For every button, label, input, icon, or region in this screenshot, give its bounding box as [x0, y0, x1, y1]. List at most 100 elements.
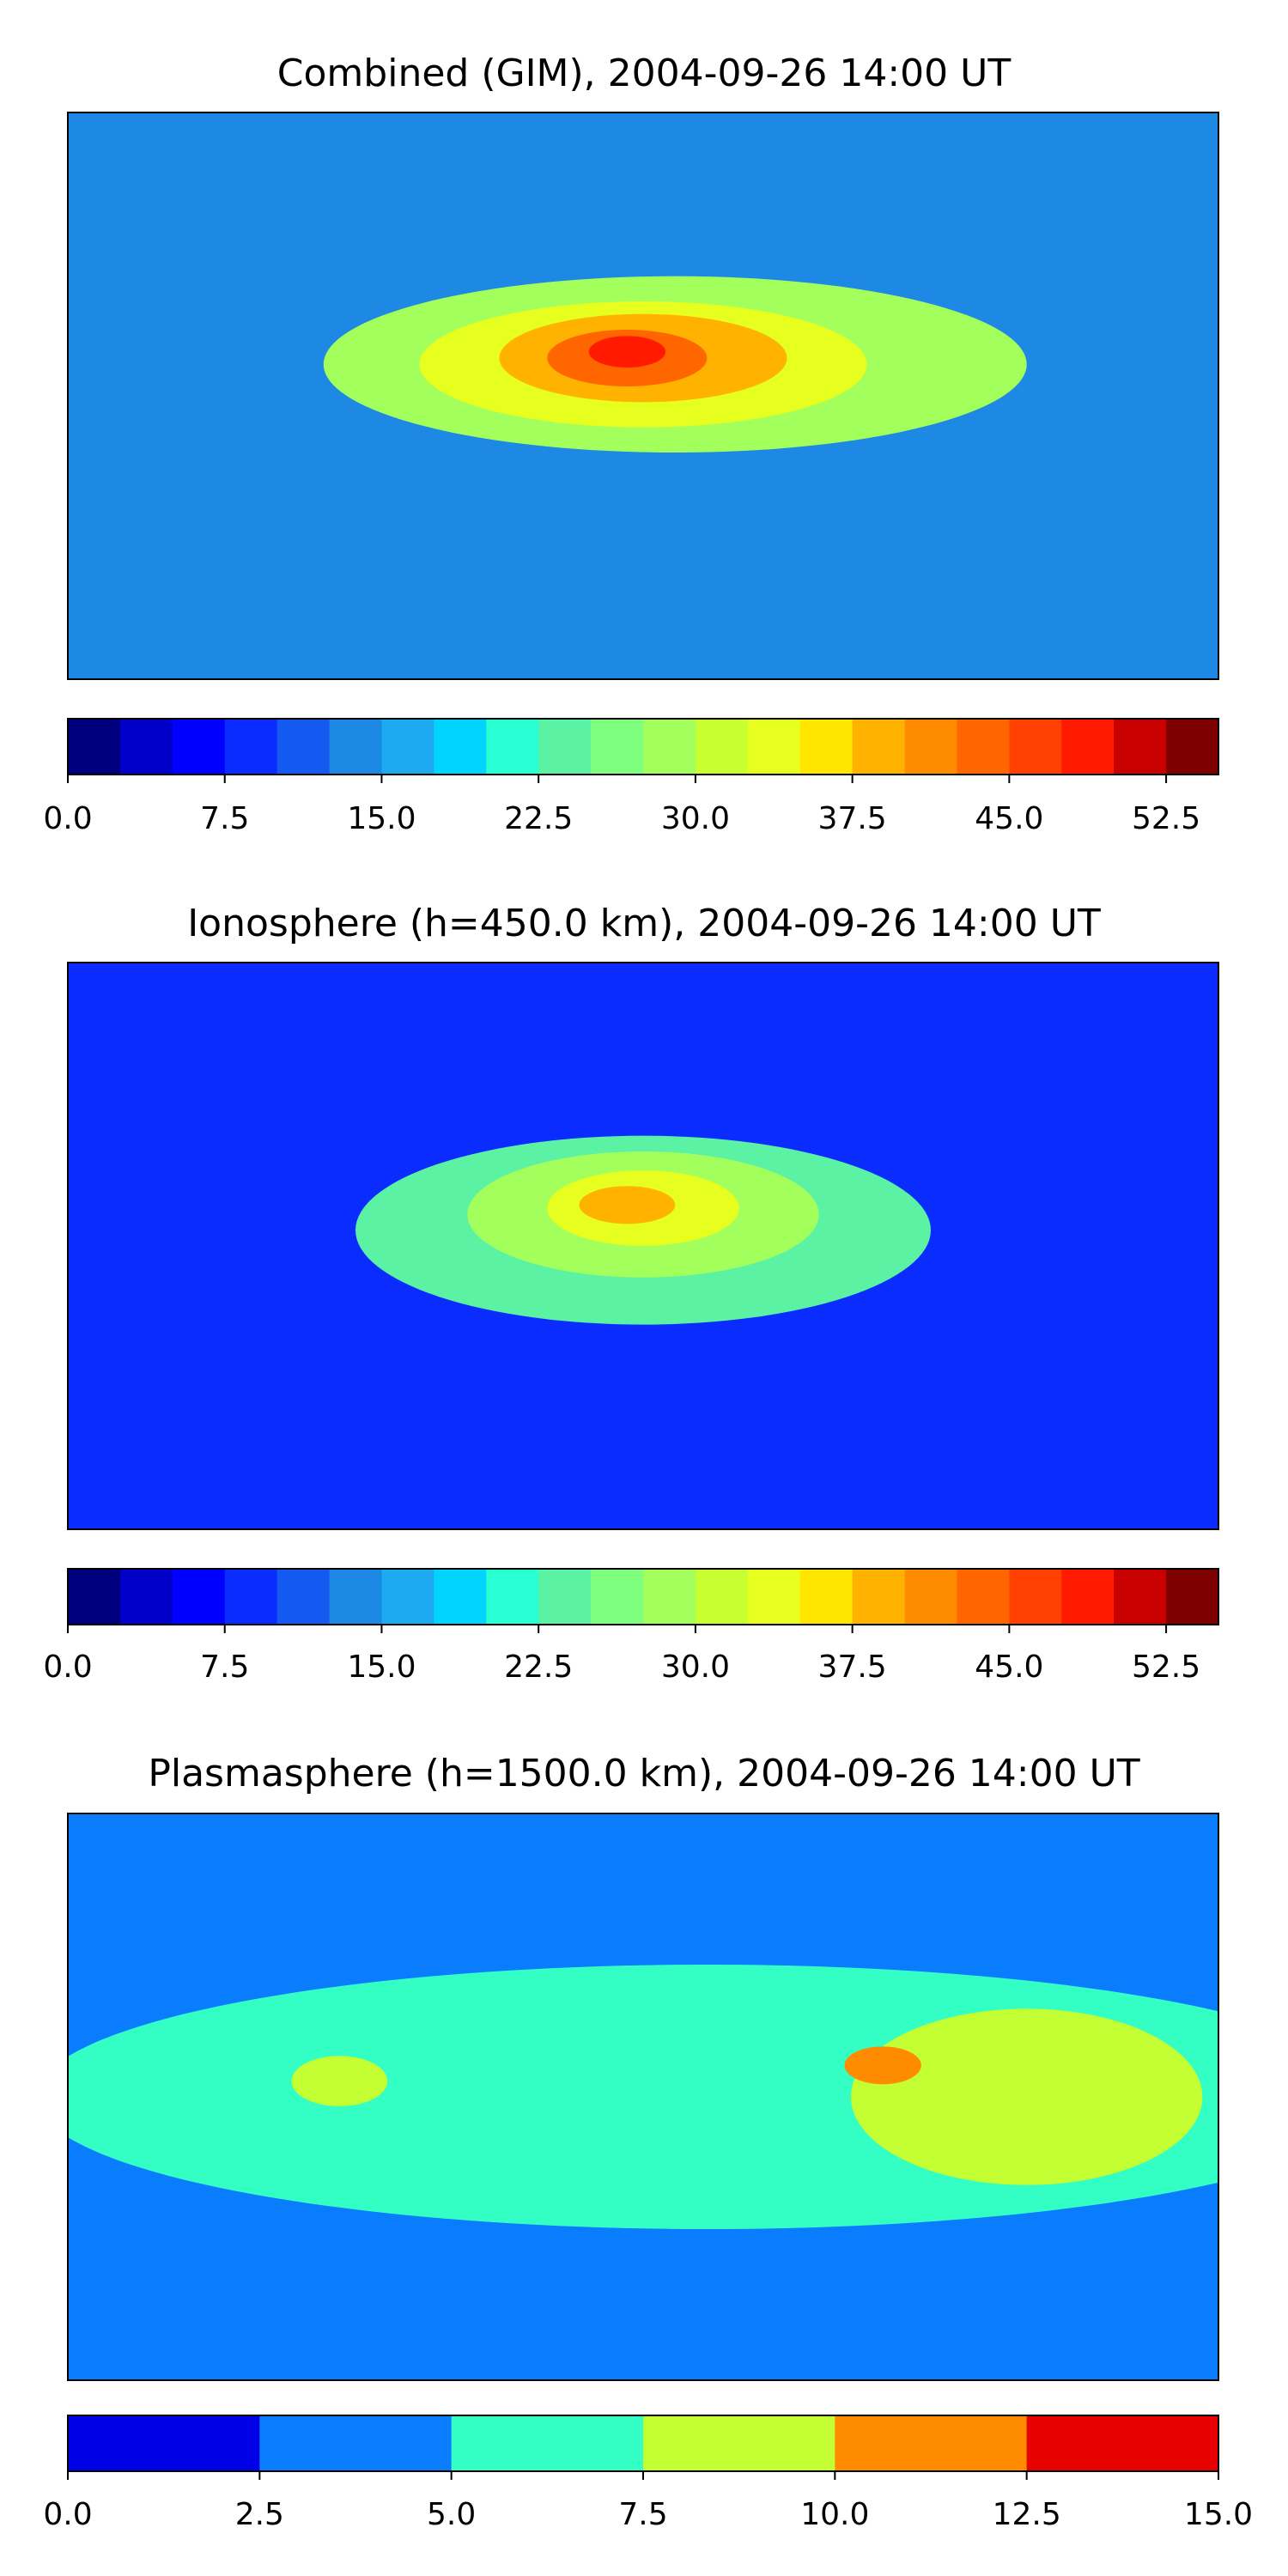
- colorbar: 0.0 2.5 5.0 7.5 10.0 12.5 15.0: [43, 2415, 1253, 2532]
- colorbar-bin: [486, 1569, 539, 1625]
- colorbar-tick-label: 12.5: [993, 2497, 1061, 2532]
- colorbar-ticks: 0.0 2.5 5.0 7.5 10.0 12.5 15.0: [43, 2471, 1253, 2532]
- contour-region-2: [291, 2056, 388, 2107]
- colorbar-bin: [1114, 1569, 1167, 1625]
- colorbar-bin: [904, 719, 958, 775]
- colorbar-tick-label: 30.0: [661, 1649, 730, 1685]
- colorbar-bin: [695, 1569, 749, 1625]
- colorbar-bin: [904, 1569, 958, 1625]
- colorbar-bin: [591, 719, 644, 775]
- colorbar-bin: [747, 1569, 801, 1625]
- colorbar-bin: [329, 719, 383, 775]
- colorbar-bin: [434, 719, 487, 775]
- colorbar-tick-label: 5.0: [427, 2497, 476, 2532]
- map-border: [67, 1813, 1219, 2381]
- colorbar-tick-label: 22.5: [504, 801, 573, 836]
- colorbar-bin: [486, 719, 539, 775]
- colorbar-ticks: 0.0 7.5 15.0 22.5 30.0 37.5 45.0 52.5: [43, 775, 1200, 836]
- colorbar-bin: [799, 1569, 854, 1625]
- colorbar-bin: [172, 719, 226, 775]
- colorbar: 0.0 7.5 15.0 22.5 30.0 37.5 45.0 52.5: [43, 1568, 1219, 1685]
- colorbar-bin: [1114, 719, 1167, 775]
- colorbar-bin: [1009, 719, 1062, 775]
- colorbar-bin: [172, 1569, 226, 1625]
- colorbar-bins: [68, 2415, 1219, 2471]
- colorbar-bin: [259, 2415, 453, 2471]
- colorbar-tick-label: 45.0: [975, 801, 1043, 836]
- colorbar-bin: [538, 1569, 592, 1625]
- colorbar-bin: [799, 719, 854, 775]
- colorbar-tick-label: 2.5: [235, 2497, 284, 2532]
- colorbar-bin: [835, 2415, 1028, 2471]
- contour-region-4: [588, 336, 666, 368]
- colorbar-bin: [276, 719, 331, 775]
- colorbar-tick-label: 52.5: [1132, 1649, 1200, 1685]
- colorbar-tick-label: 22.5: [504, 1649, 573, 1685]
- colorbar-border: [67, 1568, 1219, 1625]
- panel-plasmasphere: Plasmasphere (h=1500.0 km), 2004-09-26 1…: [43, 1752, 1253, 2532]
- colorbar-bin: [591, 1569, 644, 1625]
- colorbar-bin: [1166, 1569, 1219, 1625]
- chart-title: Ionosphere (h=450.0 km), 2004-09-26 14:0…: [187, 902, 1101, 945]
- colorbar-tick-label: 45.0: [975, 1649, 1043, 1685]
- colorbar-bin: [381, 1569, 434, 1625]
- colorbar-tick-label: 0.0: [43, 2497, 92, 2532]
- colorbar-bin: [68, 1569, 121, 1625]
- colorbar-tick-label: 30.0: [661, 801, 730, 836]
- colorbar-tick-label: 0.0: [43, 1649, 92, 1685]
- colorbar-bin: [695, 719, 749, 775]
- colorbar-bin: [643, 2415, 835, 2471]
- colorbar-tick-label: 7.5: [200, 801, 249, 836]
- colorbar-tick-label: 7.5: [618, 2497, 667, 2532]
- colorbar-bin: [538, 719, 592, 775]
- colorbar-bin: [1061, 719, 1115, 775]
- colorbar-border: [67, 718, 1219, 775]
- colorbar-bin: [224, 1569, 278, 1625]
- colorbar-bin: [68, 719, 121, 775]
- colorbar-bin: [276, 1569, 331, 1625]
- colorbar-bins: [68, 719, 1219, 775]
- colorbar-tick-label: 10.0: [800, 2497, 869, 2532]
- colorbar-bin: [68, 2415, 260, 2471]
- heatmap-field: [68, 963, 1218, 1529]
- map-border: [67, 112, 1219, 680]
- colorbar-bin: [643, 719, 696, 775]
- colorbar-bin: [957, 719, 1010, 775]
- colorbar-bin: [451, 2415, 644, 2471]
- colorbar-bin: [119, 719, 173, 775]
- heatmap-field: [68, 112, 1218, 679]
- colorbar-bin: [381, 719, 434, 775]
- colorbar: 0.0 7.5 15.0 22.5 30.0 37.5 45.0 52.5: [43, 718, 1219, 836]
- colorbar-bin: [957, 1569, 1010, 1625]
- colorbar-bin: [224, 719, 278, 775]
- colorbar-bin: [747, 719, 801, 775]
- chart-title: Plasmasphere (h=1500.0 km), 2004-09-26 1…: [148, 1752, 1139, 1795]
- map-area: [67, 112, 1219, 680]
- colorbar-tick-label: 15.0: [1184, 2497, 1253, 2532]
- colorbar-bin: [119, 1569, 173, 1625]
- colorbar-bin: [1166, 719, 1219, 775]
- colorbar-ticks: 0.0 7.5 15.0 22.5 30.0 37.5 45.0 52.5: [43, 1625, 1200, 1685]
- colorbar-tick-label: 52.5: [1132, 801, 1200, 836]
- map-border: [67, 962, 1219, 1530]
- panel-ionosphere: Ionosphere (h=450.0 km), 2004-09-26 14:0…: [43, 902, 1219, 1685]
- colorbar-bin: [852, 1569, 906, 1625]
- colorbar-bin: [1061, 1569, 1115, 1625]
- colorbar-bin: [852, 719, 906, 775]
- map-area: [67, 962, 1219, 1530]
- contour-region-3: [579, 1186, 676, 1224]
- colorbar-tick-label: 15.0: [347, 1649, 416, 1685]
- colorbar-bin: [434, 1569, 487, 1625]
- colorbar-tick-label: 15.0: [347, 801, 416, 836]
- contour-region-1: [850, 2008, 1203, 2185]
- colorbar-bins: [68, 1569, 1219, 1625]
- colorbar-tick-label: 37.5: [818, 1649, 887, 1685]
- colorbar-tick-label: 0.0: [43, 801, 92, 836]
- colorbar-tick-label: 7.5: [200, 1649, 249, 1685]
- colorbar-bin: [1009, 1569, 1062, 1625]
- colorbar-tick-label: 37.5: [818, 801, 887, 836]
- contour-region-3: [844, 2046, 921, 2085]
- map-area: [67, 1813, 1219, 2381]
- heatmap-field: [68, 1814, 1218, 2380]
